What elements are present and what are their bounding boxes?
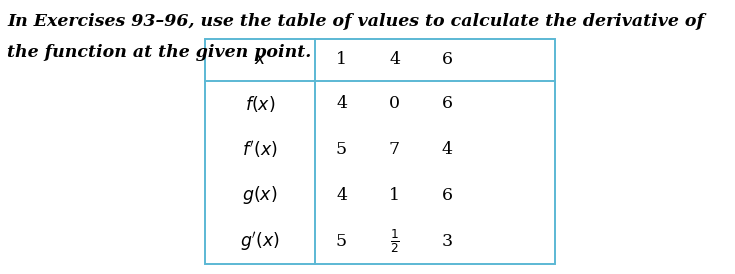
Text: 0: 0 <box>389 95 400 112</box>
Text: 5: 5 <box>336 141 347 158</box>
Text: $g(x)$: $g(x)$ <box>243 184 278 206</box>
Text: 4: 4 <box>336 187 347 204</box>
Text: 6: 6 <box>442 187 453 204</box>
Text: 4: 4 <box>442 141 453 158</box>
Text: 5: 5 <box>336 233 347 250</box>
Text: In Exercises 93–96, use the table of values to calculate the derivative of: In Exercises 93–96, use the table of val… <box>7 13 704 30</box>
Text: 4: 4 <box>389 52 400 68</box>
Text: 1: 1 <box>389 187 400 204</box>
Text: $g'(x)$: $g'(x)$ <box>240 230 280 253</box>
Text: 6: 6 <box>442 52 453 68</box>
Text: $f'(x)$: $f'(x)$ <box>242 139 278 160</box>
Text: $x$: $x$ <box>254 52 266 68</box>
Text: the function at the given point.: the function at the given point. <box>7 44 311 61</box>
Text: 1: 1 <box>336 52 347 68</box>
Text: 7: 7 <box>389 141 400 158</box>
Bar <box>205 39 555 264</box>
Text: 4: 4 <box>336 95 347 112</box>
Text: $\frac{1}{2}$: $\frac{1}{2}$ <box>390 227 399 255</box>
Text: 6: 6 <box>442 95 453 112</box>
Text: $f(x)$: $f(x)$ <box>245 94 275 114</box>
Text: 3: 3 <box>442 233 453 250</box>
